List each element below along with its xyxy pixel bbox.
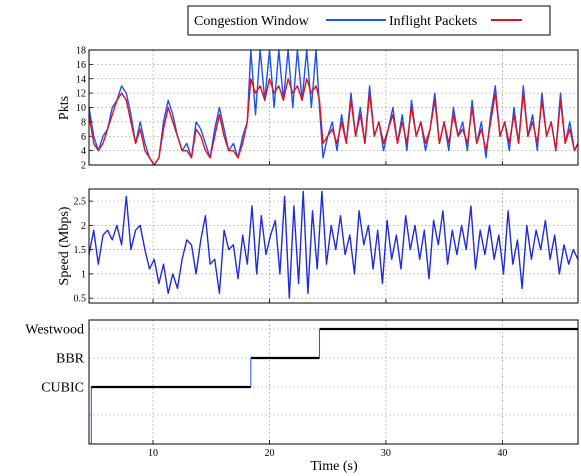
time-x-axis-label: Time (s) — [310, 459, 358, 474]
speed-y-tick-label-2: 2 — [81, 221, 86, 232]
pkts-panel: Pkts 2 4 6 8 10 12 14 16 18 — [57, 46, 579, 172]
legend-label-inflight-packets: Inflight Packets — [389, 14, 477, 29]
pkts-y-axis-label: Pkts — [57, 96, 72, 120]
x-tick-label-30: 30 — [381, 448, 391, 459]
pkts-y-tick-label-2: 2 — [81, 161, 86, 172]
pkts-plot-frame — [88, 49, 579, 166]
algo-y-label-bbr: BBR — [56, 352, 85, 367]
pkts-y-tick-label-10: 10 — [76, 103, 86, 114]
pkts-y-tick-label-6: 6 — [81, 132, 86, 143]
x-tick-label-10: 10 — [148, 448, 158, 459]
algorithm-panel: Time (s) Westwood BBR CUBIC 10 20 30 40 — [25, 319, 579, 474]
pkts-inflight-packets-line — [88, 78, 579, 166]
x-tick-label-20: 20 — [264, 448, 274, 459]
speed-plot-frame — [88, 188, 579, 304]
speed-y-tick-label-1: 1 — [81, 269, 86, 280]
pkts-y-tick-label-8: 8 — [81, 117, 86, 128]
speed-series-0-line — [88, 190, 579, 299]
speed-y-tick-label-1.5: 1.5 — [74, 245, 87, 256]
algo-plot-frame — [88, 319, 579, 445]
pkts-y-tick-label-4: 4 — [81, 146, 86, 157]
speed-y-axis-label: Speed (Mbps) — [57, 206, 72, 285]
speed-panel: Speed (Mbps) 0.5 1 1.5 2 2.5 — [57, 188, 579, 305]
speed-y-tick-label-0.5: 0.5 — [74, 294, 87, 305]
pkts-y-tick-label-12: 12 — [76, 89, 86, 100]
legend-label-congestion-window: Congestion Window — [194, 14, 310, 29]
pkts-y-tick-label-18: 18 — [76, 46, 86, 57]
algo-y-label-cubic: CUBIC — [41, 381, 84, 396]
legend: Congestion Window Inflight Packets — [187, 5, 551, 36]
algo-y-label-westwood: Westwood — [25, 323, 84, 338]
speed-y-tick-label-2.5: 2.5 — [74, 197, 87, 208]
pkts-y-tick-label-16: 16 — [76, 60, 86, 71]
x-tick-label-40: 40 — [497, 448, 507, 459]
pkts-y-tick-label-14: 14 — [76, 74, 86, 85]
